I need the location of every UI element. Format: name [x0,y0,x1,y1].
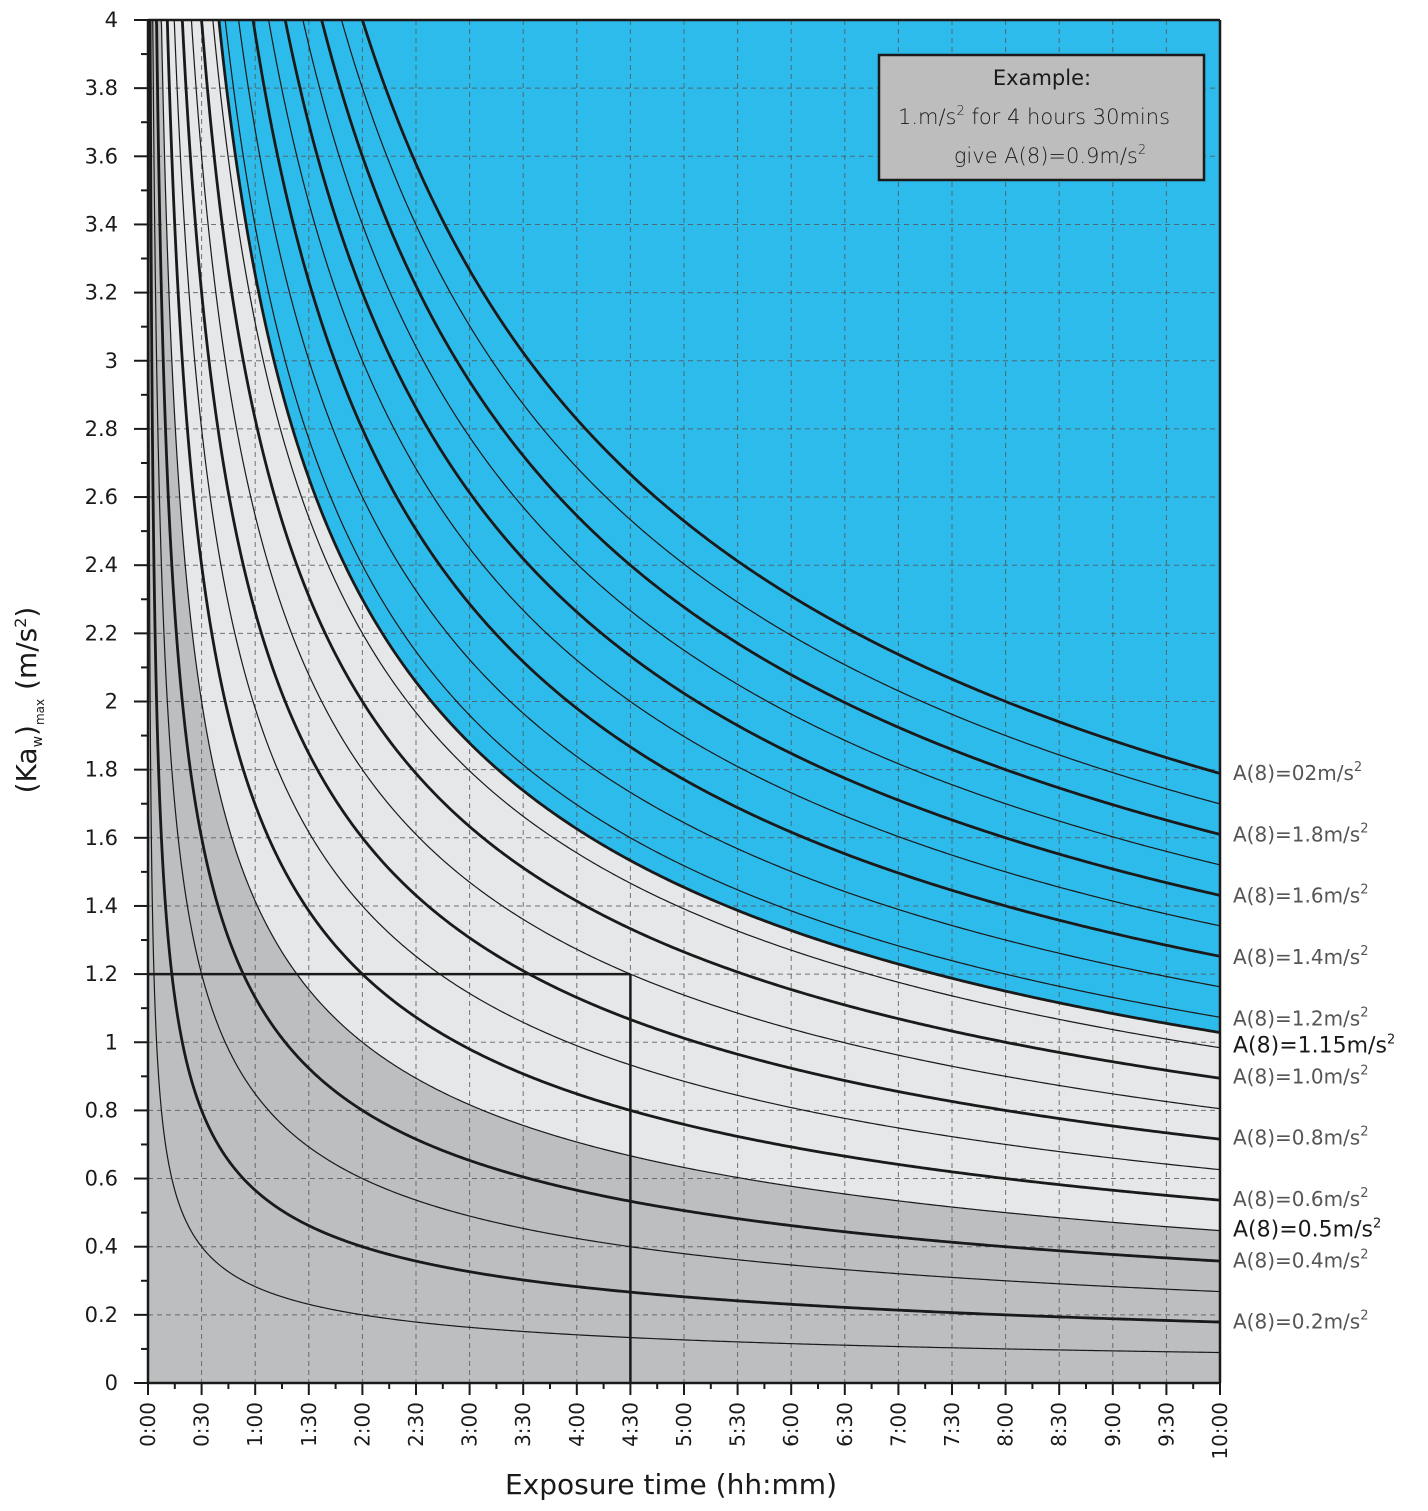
y-tick-label: 1.4 [85,894,118,918]
x-tick-label: 4:00 [565,1402,589,1447]
a8-curve [173,20,1220,1171]
series-label: A(8)=1.2m/s2 [1233,1005,1369,1030]
example-lines [148,972,632,1383]
x-tick-label: 8:00 [994,1402,1018,1447]
annotation-title: Example: [993,66,1091,90]
series-label: A(8)=0.8m/s2 [1233,1125,1369,1150]
a8-curve [302,20,1220,866]
zone-2 [161,20,1220,1231]
x-tick-labels: 0:00 0:30 1:00 1:30 2:00 2:30 3:00 3:30 4:00 4:30… [136,1402,1232,1460]
a8-curve [180,20,1220,1141]
a8-curve [212,20,1220,1049]
a8-curves [148,20,1220,1354]
series-label: A(8)=1.6m/s2 [1233,883,1369,908]
x-tick-label: 10:00 [1208,1402,1232,1460]
a8-curve [283,20,1220,897]
grid-lines [148,20,1220,1383]
x-tick-label: 2:30 [404,1402,428,1447]
series-label: A(8)=0.5m/s2 [1233,1217,1381,1243]
y-tick-label: 0.4 [85,1235,118,1259]
y-tick-label: 1.8 [85,758,118,782]
a8-curve [148,20,1220,1354]
a8-curve [320,20,1220,836]
y-tick-label: 2 [105,690,118,714]
x-tick-label: 1:30 [297,1402,321,1447]
x-tick-label: 2:00 [350,1402,374,1447]
x-tick-label: 4:30 [618,1402,642,1447]
y-tick-label: 3.6 [85,144,118,168]
x-tick-label: 7:30 [940,1402,964,1447]
x-tick-label: 6:00 [779,1402,803,1447]
series-label: A(8)=1.0m/s2 [1233,1063,1369,1088]
axes [134,18,1222,1395]
x-tick-label: 0:00 [136,1402,160,1447]
series-label: A(8)=0.4m/s2 [1233,1247,1369,1272]
x-tick-label: 7:00 [886,1402,910,1447]
x-tick-label: 0:30 [190,1402,214,1447]
y-axis-title: (Kaw)max (m/s2) [10,607,47,794]
a8-curve [360,20,1220,775]
series-label: A(8)=02m/s2 [1233,760,1362,785]
series-label: A(8)=1.4m/s2 [1233,944,1369,969]
a8-curve [160,20,1220,1232]
x-tick-label: 5:00 [672,1402,696,1447]
y-tick-label: 3.8 [85,76,118,100]
x-tick-label: 1:00 [243,1402,267,1447]
example-annotation: Example: 1.m/s2 for 4 hours 30mins give … [877,53,1206,182]
a8-curve [251,20,1220,958]
x-tick-label: 5:30 [726,1402,750,1447]
y-tick-label: 2.8 [85,417,118,441]
a8-curve [148,20,1220,1324]
y-tick-label: 1 [105,1030,118,1054]
a8-curve [340,20,1220,805]
x-tick-label: 9:30 [1154,1402,1178,1447]
y-tick-label: 0.6 [85,1167,118,1191]
a8-curve [200,20,1220,1080]
series-label: A(8)=0.6m/s2 [1233,1186,1369,1211]
a8-curve [165,20,1220,1202]
x-tick-label: 9:00 [1101,1402,1125,1447]
annotation-line2: 1.m/s2 for 4 hours 30mins [898,104,1170,129]
y-tick-label: 2.2 [85,621,118,645]
y-tick-label: 0 [105,1371,118,1395]
y-tick-label: 2.4 [85,553,118,577]
y-tick-label: 1.6 [85,826,118,850]
x-tick-label: 8:30 [1047,1402,1071,1447]
y-tick-labels: 0 0.2 0.4 0.6 0.8 1 1.2 1.4 1.6 1.8 2 2.2 2.4 2.6 2.8 3… [85,8,118,1395]
y-tick-label: 1.2 [85,962,118,986]
y-tick-label: 0.2 [85,1303,118,1327]
y-tick-label: 3.4 [85,212,118,236]
a8-curve [154,20,1220,1263]
y-tick-label: 2.6 [85,485,118,509]
x-tick-label: 3:00 [458,1402,482,1447]
a8-curve [267,20,1220,927]
y-tick-label: 3.2 [85,281,118,305]
annotation-box [877,53,1206,182]
series-label: A(8)=1.8m/s2 [1233,821,1369,846]
a8-curve [224,20,1220,1018]
y-tick-label: 4 [105,8,118,32]
y-tick-label: 0.8 [85,1098,118,1122]
x-tick-label: 3:30 [511,1402,535,1447]
series-label: A(8)=1.15m/s2 [1233,1033,1395,1059]
right-series-labels: A(8)=02m/s2 A(8)=1.8m/s2 A(8)=1.6m/s2 A(8)=… [1233,760,1395,1334]
a8-curve [152,20,1220,1293]
a8-curve [217,20,1220,1034]
series-label: A(8)=0.2m/s2 [1233,1309,1369,1334]
annotation-line3: give A(8)=0.9m/s2 [954,143,1146,168]
y-tick-label: 3 [105,349,118,373]
x-tick-label: 6:30 [833,1402,857,1447]
a8-curve [190,20,1220,1110]
a8-curve [237,20,1220,988]
x-axis-title: Exposure time (hh:mm) [505,1468,837,1501]
